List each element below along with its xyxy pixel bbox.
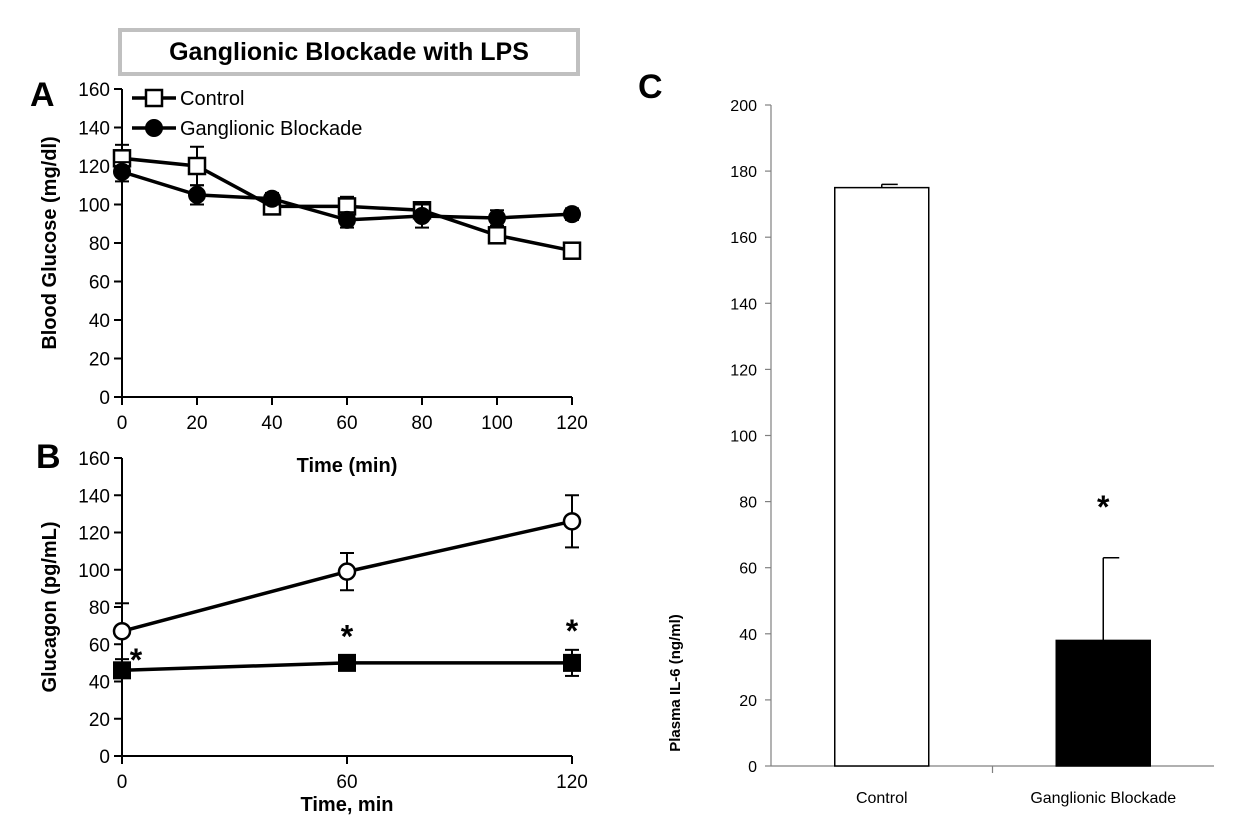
panel-c-category-label: Control xyxy=(856,790,908,807)
panel-c-y-tick-label: 120 xyxy=(730,362,757,379)
panel-label-a: A xyxy=(30,76,55,114)
panel-a-y-axis-title: Blood Glucose (mg/dl) xyxy=(39,136,61,349)
panel-a-x-tick-label: 80 xyxy=(411,413,432,434)
panel-c-y-tick-label: 140 xyxy=(730,296,757,313)
panel-b-y-tick-label: 20 xyxy=(89,710,110,731)
panel-c-y-tick-label: 0 xyxy=(748,759,757,776)
panel-a-y-tick-label: 120 xyxy=(78,157,110,178)
panel-label-b: B xyxy=(36,438,61,476)
panel-b-x-tick-label: 0 xyxy=(117,772,128,793)
panel-a-data-point xyxy=(562,241,582,260)
panel-c-bar xyxy=(834,186,930,767)
panel-a-y-tick-label: 140 xyxy=(78,119,110,140)
panel-b-y-axis-title: Glucagon (pg/mL) xyxy=(39,521,61,692)
panel-label-c: C xyxy=(638,68,663,106)
panel-b-y-tick-label: 100 xyxy=(78,561,110,582)
panel-b-y-tick-label: 60 xyxy=(89,635,110,656)
panel-c-y-axis-title: Plasma IL-6 (ng/ml) xyxy=(667,614,684,752)
figure-title: Ganglionic Blockade with LPS xyxy=(118,28,580,76)
panel-a-data-point xyxy=(413,207,431,226)
panel-b-x-tick-label: 60 xyxy=(336,772,357,793)
panel-a-x-tick-label: 40 xyxy=(261,413,282,434)
legend-marker xyxy=(145,119,163,137)
panel-a-x-tick-label: 100 xyxy=(481,413,513,434)
legend-label: Control xyxy=(180,88,244,110)
panel-b-y-tick-label: 0 xyxy=(99,747,110,768)
panel-a-data-point xyxy=(488,208,506,227)
panel-b-significance-marker: * xyxy=(130,642,143,678)
panel-b-data-point xyxy=(562,512,582,531)
panel-c-y-tick-label: 20 xyxy=(739,693,757,710)
panel-a-y-tick-label: 100 xyxy=(78,196,110,217)
panel-b-x-axis-title: Time, min xyxy=(301,794,394,816)
legend-marker xyxy=(144,88,164,108)
panel-a-x-axis-title: Time (min) xyxy=(297,455,398,477)
panel-c-y-tick-label: 80 xyxy=(739,495,757,512)
panel-a-data-point xyxy=(487,226,507,245)
panel-a-data-point xyxy=(563,205,581,224)
panel-a-y-tick-label: 80 xyxy=(89,234,110,255)
panel-b-y-tick-label: 120 xyxy=(78,524,110,545)
panel-a-y-tick-label: 0 xyxy=(99,388,110,409)
panel-a-x-tick-label: 120 xyxy=(556,413,588,434)
panel-a-y-tick-label: 40 xyxy=(89,311,110,332)
panel-b-y-tick-label: 40 xyxy=(89,673,110,694)
panel-a-x-tick-label: 20 xyxy=(186,413,207,434)
panel-a-y-tick-label: 60 xyxy=(89,273,110,294)
panel-b-data-point xyxy=(337,562,357,581)
panel-a-data-point xyxy=(113,162,131,181)
panel-b-data-point xyxy=(563,653,581,672)
panel-b-y-tick-label: 140 xyxy=(78,486,110,507)
panel-a-y-tick-label: 20 xyxy=(89,350,110,371)
panel-b-significance-marker: * xyxy=(566,613,579,649)
panel-a-data-point xyxy=(263,189,281,208)
legend-label: Ganglionic Blockade xyxy=(180,118,362,140)
panel-b-significance-marker: * xyxy=(341,618,354,654)
panel-a-data-point xyxy=(338,210,356,229)
panel-b-data-point xyxy=(338,653,356,672)
panel-c-y-tick-label: 100 xyxy=(730,429,757,446)
panel-a-x-tick-label: 0 xyxy=(117,413,128,434)
panel-c-category-label: Ganglionic Blockade xyxy=(1030,790,1176,807)
panel-b-y-tick-label: 160 xyxy=(78,449,110,470)
panel-c-y-tick-label: 160 xyxy=(730,230,757,247)
panel-b-y-tick-label: 80 xyxy=(89,598,110,619)
panel-c-bar xyxy=(1055,639,1151,767)
panel-c-y-tick-label: 180 xyxy=(730,164,757,181)
panel-a-data-point xyxy=(187,156,207,176)
panel-a-x-tick-label: 60 xyxy=(336,413,357,434)
panel-c-y-tick-label: 200 xyxy=(730,98,757,115)
panel-c-y-tick-label: 60 xyxy=(739,561,757,578)
panel-c-y-tick-label: 40 xyxy=(739,627,757,644)
panel-b-x-tick-label: 120 xyxy=(556,772,588,793)
panel-b-data-point xyxy=(113,661,131,680)
panel-a-y-tick-label: 160 xyxy=(78,80,110,101)
panel-b-data-point xyxy=(112,621,132,641)
panel-c-significance-marker: * xyxy=(1097,489,1110,525)
panel-a-data-point xyxy=(188,185,206,204)
